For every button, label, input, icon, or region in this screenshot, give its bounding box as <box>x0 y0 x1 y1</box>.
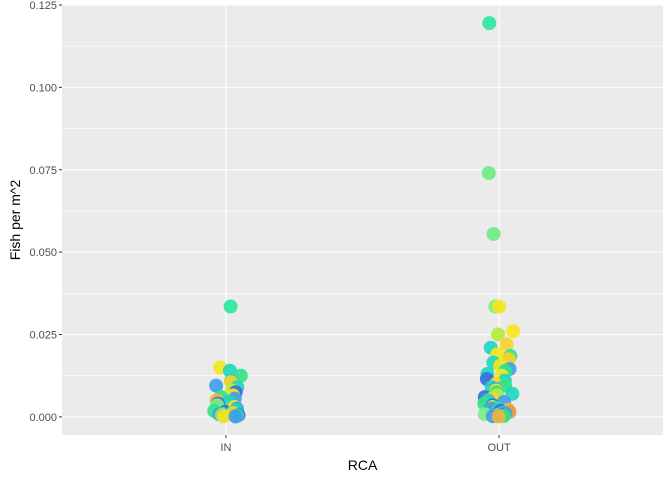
y-axis-ticks: 0.000 0.025 0.050 0.075 0.100 0.125 <box>29 0 62 424</box>
data-point <box>486 227 501 241</box>
data-point <box>216 409 231 424</box>
data-points <box>207 16 521 424</box>
data-point <box>491 327 506 342</box>
data-point <box>482 16 497 31</box>
data-point <box>499 337 514 352</box>
data-point <box>228 409 243 424</box>
x-axis-title: RCA <box>348 457 378 473</box>
y-axis-title: Fish per m^2 <box>7 180 23 261</box>
data-point <box>209 378 224 393</box>
data-point <box>481 166 496 180</box>
y-tick-label: 0.025 <box>29 330 57 342</box>
y-tick-label: 0.100 <box>29 82 57 94</box>
y-tick-label: 0.000 <box>29 412 57 424</box>
x-tick-label: OUT <box>487 442 511 454</box>
x-tick-label: IN <box>220 442 231 454</box>
data-point <box>492 299 507 314</box>
data-point <box>506 324 521 339</box>
data-point <box>223 299 238 314</box>
y-tick-label: 0.125 <box>29 0 57 12</box>
data-point <box>491 409 506 424</box>
y-tick-label: 0.050 <box>29 247 57 259</box>
y-tick-label: 0.075 <box>29 165 57 177</box>
plot-panel <box>62 5 663 435</box>
x-axis-ticks: IN OUT <box>220 435 511 454</box>
